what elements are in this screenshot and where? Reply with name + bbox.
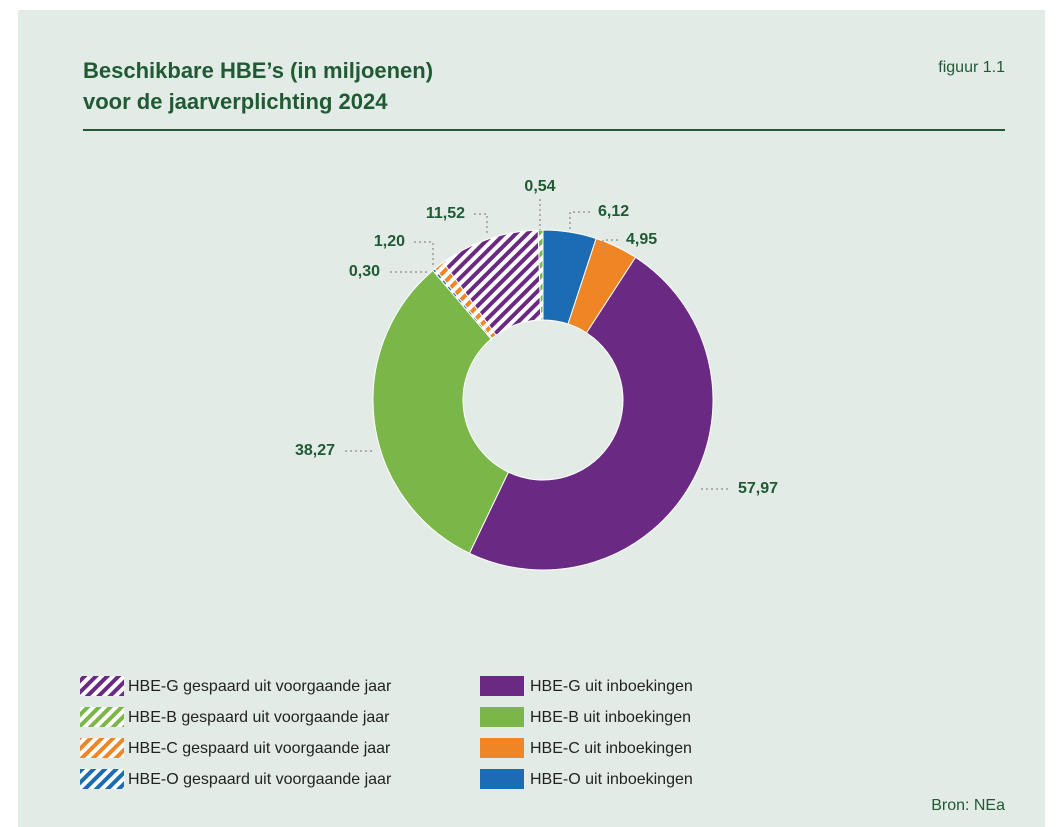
legend-swatch xyxy=(480,769,524,789)
data-label: 57,97 xyxy=(738,480,778,497)
data-label: 11,52 xyxy=(426,205,465,222)
chart-title: voor de jaarverplichting 2024 xyxy=(83,89,388,114)
donut-slice xyxy=(537,229,544,321)
legend-label: HBE-B gespaard uit voorgaande jaar xyxy=(128,709,390,726)
legend-label: HBE-B uit inboekingen xyxy=(530,709,691,726)
leader-line xyxy=(569,211,590,232)
legend-label: HBE-C uit inboekingen xyxy=(530,740,692,757)
legend-swatch xyxy=(480,738,524,758)
source: Bron: NEa xyxy=(931,797,1005,814)
legend-label: HBE-O uit inboekingen xyxy=(530,771,693,788)
legend-label: HBE-O gespaard uit voorgaande jaar xyxy=(128,771,392,788)
figure-label: figuur 1.1 xyxy=(938,59,1005,76)
legend-label: HBE-C gespaard uit voorgaande jaar xyxy=(128,740,391,757)
leader-line xyxy=(474,213,488,234)
data-label: 0,54 xyxy=(524,178,555,195)
donut-slice xyxy=(372,269,510,554)
data-label: 6,12 xyxy=(598,203,629,220)
legend-swatch xyxy=(80,707,124,727)
donut-slice xyxy=(468,256,714,571)
legend-label: HBE-G uit inboekingen xyxy=(530,678,693,695)
legend-swatch xyxy=(480,707,524,727)
leader-line xyxy=(414,241,434,265)
data-label: 0,30 xyxy=(349,263,380,280)
legend-swatch xyxy=(80,769,124,789)
legend-swatch xyxy=(80,738,124,758)
legend-swatch xyxy=(80,676,124,696)
data-label: 1,20 xyxy=(374,233,405,250)
panel xyxy=(18,10,1045,827)
legend-label: HBE-G gespaard uit voorgaande jaar xyxy=(128,678,392,695)
leader-line xyxy=(602,239,618,255)
data-label: 4,95 xyxy=(626,231,657,248)
legend-swatch xyxy=(480,676,524,696)
chart-title: Beschikbare HBE’s (in miljoenen) xyxy=(83,58,433,83)
data-label: 38,27 xyxy=(295,442,335,459)
